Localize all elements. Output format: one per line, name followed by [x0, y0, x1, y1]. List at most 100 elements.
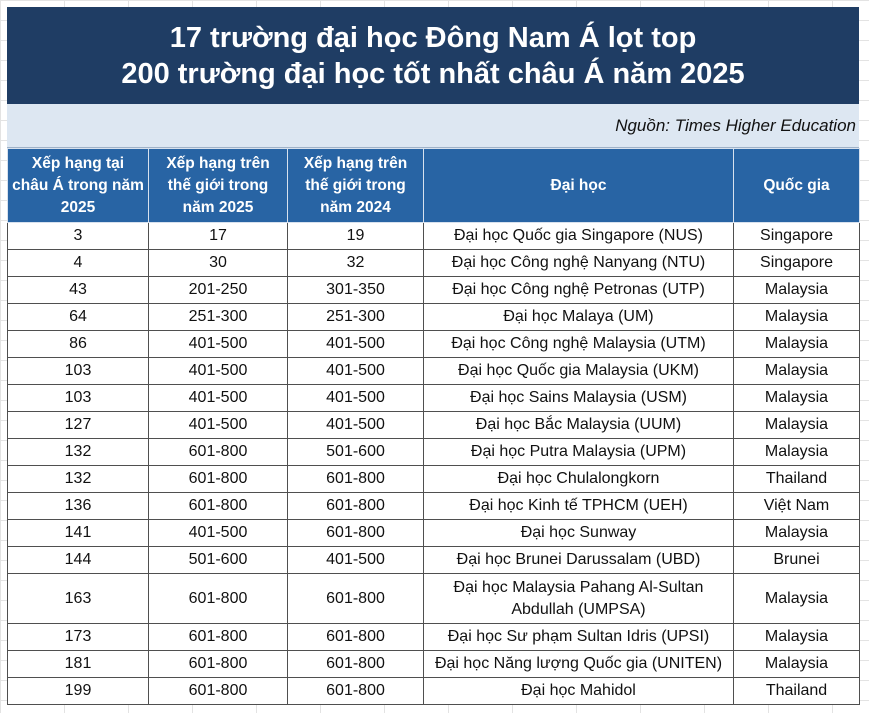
table-row: 3 17 19 Đại học Quốc gia Singapore (NUS) Sin… — [7, 222, 860, 250]
cell-country[interactable]: Malaysia — [733, 276, 860, 304]
column-header-country[interactable]: Quốc gia — [733, 148, 860, 223]
cell-country[interactable]: Malaysia — [733, 411, 860, 439]
table-row: 103 401-500 401-500 Đại học Quốc gia Malays… — [7, 357, 860, 385]
cell-university[interactable]: Đại học Công nghệ Petronas (UTP) — [423, 276, 734, 304]
cell-asia-rank-2025[interactable]: 103 — [7, 357, 149, 385]
cell-asia-rank-2025[interactable]: 132 — [7, 438, 149, 466]
cell-university[interactable]: Đại học Malaya (UM) — [423, 303, 734, 331]
cell-asia-rank-2025[interactable]: 43 — [7, 276, 149, 304]
cell-university[interactable]: Đại học Putra Malaysia (UPM) — [423, 438, 734, 466]
cell-asia-rank-2025[interactable]: 86 — [7, 330, 149, 358]
cell-world-rank-2025[interactable]: 17 — [148, 222, 288, 250]
cell-world-rank-2024[interactable]: 301-350 — [287, 276, 424, 304]
cell-university[interactable]: Đại học Công nghệ Malaysia (UTM) — [423, 330, 734, 358]
cell-university[interactable]: Đại học Brunei Darussalam (UBD) — [423, 546, 734, 574]
cell-world-rank-2024[interactable]: 401-500 — [287, 357, 424, 385]
cell-world-rank-2024[interactable]: 401-500 — [287, 330, 424, 358]
table-row: 132 601-800 601-800 Đại học Chulalongkorn Th… — [7, 465, 860, 493]
cell-university[interactable]: Đại học Năng lượng Quốc gia (UNITEN) — [423, 650, 734, 678]
cell-university[interactable]: Đại học Bắc Malaysia (UUM) — [423, 411, 734, 439]
cell-asia-rank-2025[interactable]: 144 — [7, 546, 149, 574]
cell-world-rank-2025[interactable]: 401-500 — [148, 357, 288, 385]
cell-world-rank-2024[interactable]: 601-800 — [287, 677, 424, 705]
cell-asia-rank-2025[interactable]: 3 — [7, 222, 149, 250]
column-header-world-rank-2025[interactable]: Xếp hạng trên thế giới trong năm 2025 — [148, 148, 288, 223]
cell-country[interactable]: Singapore — [733, 222, 860, 250]
cell-university[interactable]: Đại học Kinh tế TPHCM (UEH) — [423, 492, 734, 520]
cell-university[interactable]: Đại học Sains Malaysia (USM) — [423, 384, 734, 412]
cell-world-rank-2024[interactable]: 19 — [287, 222, 424, 250]
cell-country[interactable]: Malaysia — [733, 303, 860, 331]
cell-country[interactable]: Thailand — [733, 677, 860, 705]
cell-university[interactable]: Đại học Malaysia Pahang Al-Sultan Abdull… — [423, 573, 734, 624]
cell-university[interactable]: Đại học Mahidol — [423, 677, 734, 705]
cell-country[interactable]: Malaysia — [733, 357, 860, 385]
cell-asia-rank-2025[interactable]: 4 — [7, 249, 149, 277]
table-row: 163 601-800 601-800 Đại học Malaysia Pahang… — [7, 573, 860, 624]
table-body: 3 17 19 Đại học Quốc gia Singapore (NUS) Sin… — [7, 222, 860, 705]
cell-world-rank-2025[interactable]: 601-800 — [148, 573, 288, 624]
cell-world-rank-2024[interactable]: 251-300 — [287, 303, 424, 331]
title-line-2: 200 trường đại học tốt nhất châu Á năm 2… — [121, 57, 745, 90]
title-banner: 17 trường đại học Đông Nam Á lọt top 200… — [7, 7, 859, 104]
table-row: 103 401-500 401-500 Đại học Sains Malaysia … — [7, 384, 860, 412]
cell-world-rank-2025[interactable]: 601-800 — [148, 677, 288, 705]
cell-asia-rank-2025[interactable]: 64 — [7, 303, 149, 331]
table-row: 136 601-800 601-800 Đại học Kinh tế TPHCM (… — [7, 492, 860, 520]
cell-country[interactable]: Malaysia — [733, 384, 860, 412]
cell-world-rank-2025[interactable]: 201-250 — [148, 276, 288, 304]
cell-world-rank-2024[interactable]: 601-800 — [287, 650, 424, 678]
cell-world-rank-2024[interactable]: 601-800 — [287, 492, 424, 520]
cell-world-rank-2024[interactable]: 401-500 — [287, 384, 424, 412]
cell-world-rank-2025[interactable]: 30 — [148, 249, 288, 277]
cell-asia-rank-2025[interactable]: 199 — [7, 677, 149, 705]
cell-asia-rank-2025[interactable]: 141 — [7, 519, 149, 547]
cell-country[interactable]: Thailand — [733, 465, 860, 493]
column-header-asia-rank-2025[interactable]: Xếp hạng tại châu Á trong năm 2025 — [7, 148, 149, 223]
cell-world-rank-2025[interactable]: 601-800 — [148, 650, 288, 678]
cell-world-rank-2025[interactable]: 601-800 — [148, 465, 288, 493]
cell-university[interactable]: Đại học Chulalongkorn — [423, 465, 734, 493]
cell-university[interactable]: Đại học Công nghệ Nanyang (NTU) — [423, 249, 734, 277]
cell-country[interactable]: Malaysia — [733, 330, 860, 358]
cell-world-rank-2024[interactable]: 601-800 — [287, 465, 424, 493]
cell-country[interactable]: Singapore — [733, 249, 860, 277]
cell-country[interactable]: Malaysia — [733, 650, 860, 678]
column-header-world-rank-2024[interactable]: Xếp hạng trên thế giới trong năm 2024 — [287, 148, 424, 223]
cell-world-rank-2024[interactable]: 601-800 — [287, 519, 424, 547]
column-header-university[interactable]: Đại học — [423, 148, 734, 223]
cell-world-rank-2024[interactable]: 601-800 — [287, 623, 424, 651]
cell-university[interactable]: Đại học Sư phạm Sultan Idris (UPSI) — [423, 623, 734, 651]
cell-world-rank-2024[interactable]: 501-600 — [287, 438, 424, 466]
cell-asia-rank-2025[interactable]: 136 — [7, 492, 149, 520]
cell-country[interactable]: Malaysia — [733, 438, 860, 466]
cell-university[interactable]: Đại học Quốc gia Malaysia (UKM) — [423, 357, 734, 385]
cell-country[interactable]: Brunei — [733, 546, 860, 574]
cell-asia-rank-2025[interactable]: 132 — [7, 465, 149, 493]
cell-university[interactable]: Đại học Sunway — [423, 519, 734, 547]
cell-asia-rank-2025[interactable]: 173 — [7, 623, 149, 651]
cell-university[interactable]: Đại học Quốc gia Singapore (NUS) — [423, 222, 734, 250]
cell-world-rank-2025[interactable]: 401-500 — [148, 330, 288, 358]
cell-asia-rank-2025[interactable]: 127 — [7, 411, 149, 439]
cell-world-rank-2024[interactable]: 601-800 — [287, 573, 424, 624]
cell-country[interactable]: Malaysia — [733, 623, 860, 651]
cell-world-rank-2025[interactable]: 601-800 — [148, 438, 288, 466]
cell-asia-rank-2025[interactable]: 163 — [7, 573, 149, 624]
cell-world-rank-2024[interactable]: 401-500 — [287, 546, 424, 574]
cell-asia-rank-2025[interactable]: 181 — [7, 650, 149, 678]
cell-world-rank-2025[interactable]: 401-500 — [148, 384, 288, 412]
cell-world-rank-2025[interactable]: 601-800 — [148, 492, 288, 520]
cell-world-rank-2025[interactable]: 501-600 — [148, 546, 288, 574]
table-row: 127 401-500 401-500 Đại học Bắc Malaysia (U… — [7, 411, 860, 439]
cell-world-rank-2024[interactable]: 401-500 — [287, 411, 424, 439]
cell-asia-rank-2025[interactable]: 103 — [7, 384, 149, 412]
cell-country[interactable]: Việt Nam — [733, 492, 860, 520]
cell-world-rank-2025[interactable]: 401-500 — [148, 411, 288, 439]
cell-world-rank-2025[interactable]: 401-500 — [148, 519, 288, 547]
cell-world-rank-2025[interactable]: 601-800 — [148, 623, 288, 651]
cell-world-rank-2024[interactable]: 32 — [287, 249, 424, 277]
cell-country[interactable]: Malaysia — [733, 519, 860, 547]
cell-world-rank-2025[interactable]: 251-300 — [148, 303, 288, 331]
cell-country[interactable]: Malaysia — [733, 573, 860, 624]
